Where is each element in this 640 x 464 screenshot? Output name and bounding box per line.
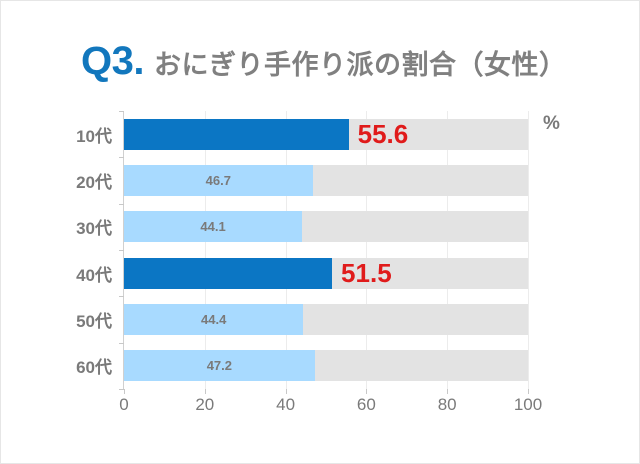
x-axis-tick-label: 0 [119, 395, 129, 414]
gridline [366, 111, 368, 389]
x-axis-tick [285, 389, 287, 394]
category-label-30代: 30代 [76, 219, 112, 239]
x-axis-tick-label: 40 [276, 395, 296, 414]
bar-10代[interactable] [124, 118, 349, 150]
category-label-50代: 50代 [76, 312, 112, 331]
category-axis: 10代 20代 30代 40代 50代 60代 [1, 111, 124, 389]
x-axis-tick [528, 389, 529, 394]
y-axis-tick [119, 389, 124, 390]
y-axis-tick [119, 343, 124, 344]
bar-30代[interactable] [124, 211, 303, 243]
gridline [285, 111, 287, 389]
y-axis-tick [119, 296, 124, 297]
gridline [204, 111, 206, 389]
plot-area: 55.6 46.7 44.1 51.5 44.4 47.2 [119, 111, 529, 394]
bar-50代[interactable] [124, 304, 304, 335]
category-label-10代: 10代 [76, 126, 112, 146]
bar-row[interactable]: 55.6 [124, 118, 528, 150]
bar-row[interactable]: 44.1 [124, 211, 528, 243]
x-axis-tick-label: 80 [437, 395, 457, 414]
gridline [528, 111, 529, 389]
bar-value-label: 44.1 [200, 219, 226, 235]
chart-title: Q3. おにぎり手作り派の割合（女性） [81, 39, 566, 84]
x-axis-tick-label: 60 [356, 395, 376, 414]
bar-value-label: 51.5 [341, 257, 392, 288]
bar-row[interactable]: 46.7 [124, 165, 528, 196]
bar-row[interactable]: 44.4 [124, 304, 528, 335]
bar-row[interactable]: 47.2 [124, 350, 528, 382]
bar-value-label: 55.6 [357, 118, 409, 149]
gridline [447, 111, 449, 389]
bar-value-label: 47.2 [206, 358, 232, 374]
bar-value-label: 46.7 [205, 173, 231, 188]
x-axis-tick [204, 389, 206, 394]
x-axis-labels: 0 20 40 60 80 100 [119, 395, 542, 425]
x-axis-tick-label: 100 [513, 395, 543, 414]
y-axis-tick [119, 204, 124, 205]
question-number: Q3. [81, 39, 144, 83]
bar-40代[interactable] [124, 257, 333, 289]
y-axis-tick [119, 111, 124, 112]
page-title: おにぎり手作り派の割合（女性） [153, 50, 567, 80]
bar-20代[interactable] [124, 165, 313, 196]
y-axis-tick [119, 250, 124, 251]
category-label-40代: 40代 [76, 265, 112, 285]
x-axis-tick [124, 389, 125, 394]
y-axis-tick [119, 157, 124, 158]
category-label-60代: 60代 [76, 358, 112, 378]
bar-value-label: 44.4 [201, 312, 227, 327]
unit-label: % [543, 113, 560, 134]
bar-row[interactable]: 51.5 [124, 257, 528, 289]
x-axis-tick-label: 20 [195, 395, 215, 414]
x-axis-tick [447, 389, 449, 394]
bar-60代[interactable] [124, 350, 315, 382]
x-axis-tick [366, 389, 368, 394]
category-label-20代: 20代 [76, 173, 112, 192]
